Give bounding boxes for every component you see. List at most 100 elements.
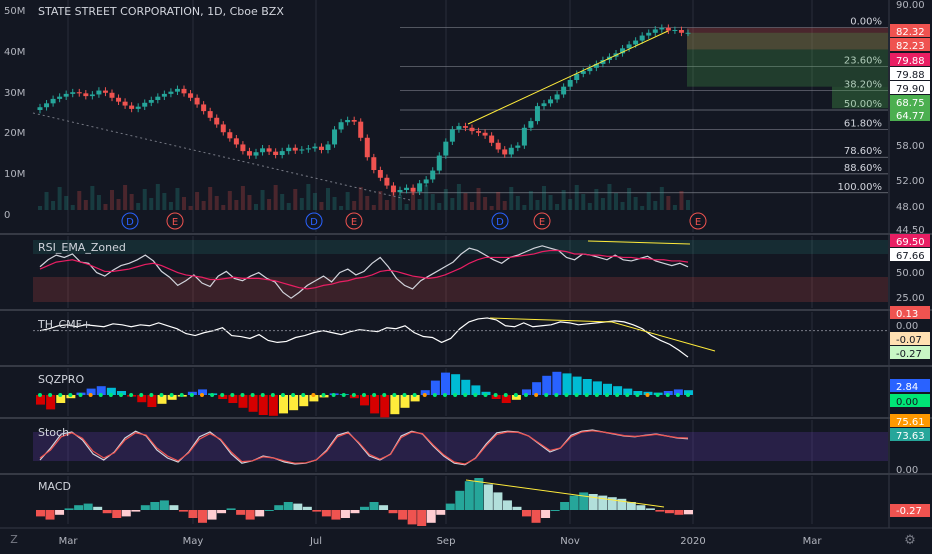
candle-body xyxy=(548,99,554,104)
squeeze-dot xyxy=(574,393,579,397)
macd-bar xyxy=(674,510,684,515)
volume-bar xyxy=(548,195,553,210)
event-marker-label: E xyxy=(172,217,178,228)
volume-bar xyxy=(260,190,265,210)
macd-bar xyxy=(131,510,141,512)
volume-bar xyxy=(162,193,167,210)
squeeze-dot xyxy=(270,393,275,397)
candle-body xyxy=(521,127,527,146)
squeeze-axis-label: 0.00 xyxy=(896,397,918,408)
cmf-line xyxy=(39,317,689,358)
squeeze-dot xyxy=(554,393,559,397)
volume-bar xyxy=(123,185,128,210)
macd-bar xyxy=(512,506,522,510)
squeeze-dot xyxy=(179,393,184,397)
macd-bar xyxy=(245,510,255,520)
squeeze-bar xyxy=(684,390,693,395)
candle-body xyxy=(312,146,318,149)
volume-bar xyxy=(574,185,579,210)
candle-body xyxy=(665,27,671,31)
volume-bar xyxy=(273,185,278,210)
macd-bar xyxy=(664,510,674,514)
volume-bar xyxy=(129,194,134,210)
macd-bar xyxy=(502,500,512,510)
volume-bar xyxy=(371,205,376,210)
candle-body xyxy=(561,86,567,95)
volume-bar xyxy=(496,192,501,210)
macd-bar xyxy=(426,510,436,523)
volume-bar xyxy=(542,186,546,210)
volume-bar xyxy=(515,196,520,210)
macd-bar xyxy=(550,510,560,511)
cmf-axis-label: 0.00 xyxy=(896,321,918,332)
squeeze-bar xyxy=(461,379,471,395)
price-axis-label: 52.00 xyxy=(896,176,925,187)
event-marker-label: E xyxy=(539,217,545,228)
candle-body xyxy=(253,152,259,156)
macd-bar xyxy=(636,505,646,510)
squeeze-bar xyxy=(572,376,582,395)
candle-body xyxy=(246,151,252,156)
candle-body xyxy=(70,92,76,94)
squeeze-dot xyxy=(129,393,134,397)
squeeze-dot xyxy=(98,393,103,397)
squeeze-dot xyxy=(473,393,478,397)
macd-bar xyxy=(236,510,246,515)
candle-body xyxy=(646,32,652,36)
candle-body xyxy=(240,144,246,152)
volume-bar xyxy=(430,194,435,210)
candle-body xyxy=(515,145,521,148)
fib-level-label: 78.60% xyxy=(844,146,882,157)
squeeze-dot xyxy=(422,393,427,397)
macd-bar xyxy=(483,484,493,510)
volume-bar xyxy=(587,203,592,210)
event-marker-label: E xyxy=(695,217,701,228)
candle-body xyxy=(574,73,580,80)
volume-bar xyxy=(666,196,671,210)
macd-bar xyxy=(645,508,655,510)
stoch-axis-label: 73.63 xyxy=(896,431,925,442)
macd-axis-label: -0.27 xyxy=(896,506,922,517)
volume-bar xyxy=(483,197,488,210)
squeeze-bar xyxy=(370,395,380,414)
candle-body xyxy=(102,90,108,93)
candle-body xyxy=(456,126,462,130)
squeeze-bar xyxy=(117,391,126,395)
squeeze-dot xyxy=(513,393,518,397)
macd-bar xyxy=(188,510,198,518)
stoch-axis-label: 0.00 xyxy=(896,465,918,476)
squeeze-dot xyxy=(210,393,215,397)
squeeze-dot xyxy=(189,393,194,397)
squeeze-bar xyxy=(501,395,511,403)
squeeze-bar xyxy=(623,388,633,395)
volume-bar xyxy=(312,193,317,210)
squeeze-dot xyxy=(615,393,620,397)
candle-body xyxy=(580,71,586,74)
squeeze-bar xyxy=(360,395,369,406)
macd-bar xyxy=(255,510,265,517)
macd-bar xyxy=(388,510,398,514)
squeeze-dot xyxy=(412,393,417,397)
price-axis-label: 44.50 xyxy=(896,225,925,236)
candle-body xyxy=(626,44,632,49)
squeeze-dot xyxy=(321,393,326,397)
volume-bar xyxy=(201,201,206,210)
candle-body xyxy=(554,94,560,100)
volume-bar xyxy=(227,191,232,210)
volume-bar xyxy=(96,195,101,210)
candle-body xyxy=(227,132,233,139)
macd-bar xyxy=(531,510,541,523)
squeeze-dot xyxy=(584,393,589,397)
macd-bar xyxy=(541,510,551,518)
squeeze-bar xyxy=(603,383,612,395)
candle-body xyxy=(122,101,128,106)
candle-body xyxy=(397,190,403,193)
candle-body xyxy=(430,170,436,180)
time-axis-label: Sep xyxy=(437,536,456,547)
squeeze-bar xyxy=(218,395,228,399)
macd-bar xyxy=(207,510,217,520)
target-zone-extension xyxy=(832,86,888,109)
fib-level-label: 88.60% xyxy=(844,163,882,174)
squeeze-bar xyxy=(582,379,592,395)
